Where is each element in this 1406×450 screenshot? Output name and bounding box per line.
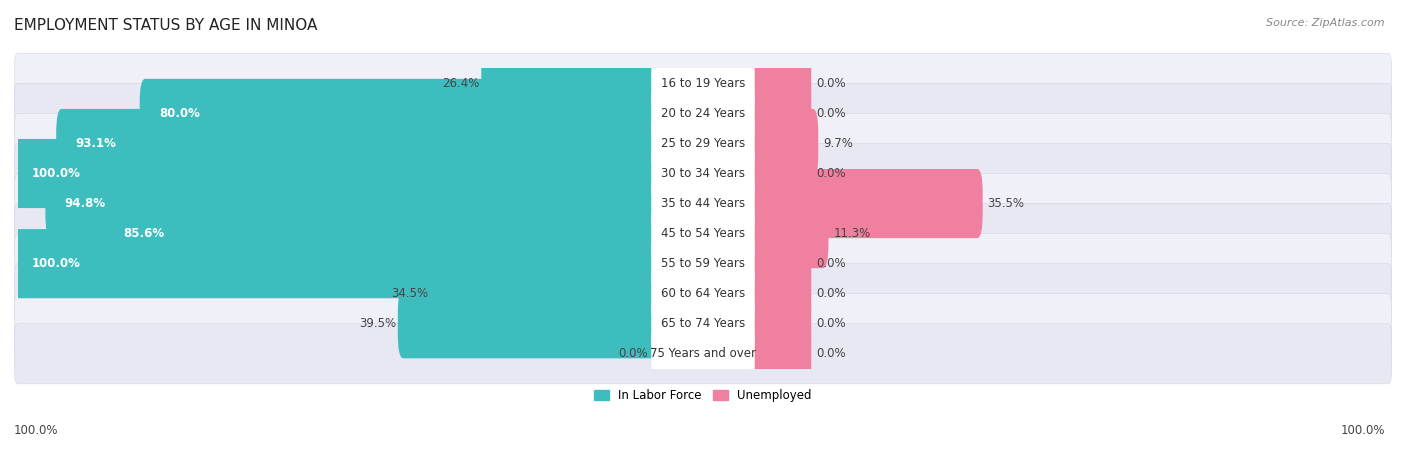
FancyBboxPatch shape <box>430 259 661 328</box>
Text: 55 to 59 Years: 55 to 59 Years <box>661 257 745 270</box>
Text: 0.0%: 0.0% <box>815 317 845 330</box>
FancyBboxPatch shape <box>745 169 983 238</box>
FancyBboxPatch shape <box>14 294 1392 354</box>
FancyBboxPatch shape <box>651 289 755 358</box>
Text: 30 to 34 Years: 30 to 34 Years <box>661 167 745 180</box>
FancyBboxPatch shape <box>651 139 755 208</box>
Text: 65 to 74 Years: 65 to 74 Years <box>661 317 745 330</box>
Text: 16 to 19 Years: 16 to 19 Years <box>661 77 745 90</box>
Text: 0.0%: 0.0% <box>815 257 845 270</box>
FancyBboxPatch shape <box>745 289 811 358</box>
FancyBboxPatch shape <box>745 199 828 268</box>
Text: 0.0%: 0.0% <box>815 77 845 90</box>
Text: 0.0%: 0.0% <box>815 287 845 300</box>
FancyBboxPatch shape <box>13 139 661 208</box>
Text: 0.0%: 0.0% <box>815 107 845 120</box>
Text: 75 Years and over: 75 Years and over <box>650 347 756 360</box>
Text: 20 to 24 Years: 20 to 24 Years <box>661 107 745 120</box>
FancyBboxPatch shape <box>14 324 1392 384</box>
Text: 100.0%: 100.0% <box>31 257 80 270</box>
FancyBboxPatch shape <box>651 79 755 148</box>
FancyBboxPatch shape <box>745 139 811 208</box>
FancyBboxPatch shape <box>14 83 1392 144</box>
FancyBboxPatch shape <box>651 169 755 238</box>
FancyBboxPatch shape <box>745 319 811 388</box>
Text: 0.0%: 0.0% <box>815 347 845 360</box>
Text: 60 to 64 Years: 60 to 64 Years <box>661 287 745 300</box>
Text: 0.0%: 0.0% <box>619 347 648 360</box>
Text: Source: ZipAtlas.com: Source: ZipAtlas.com <box>1267 18 1385 28</box>
Legend: In Labor Force, Unemployed: In Labor Force, Unemployed <box>595 389 811 402</box>
Text: 11.3%: 11.3% <box>834 227 870 240</box>
FancyBboxPatch shape <box>14 53 1392 113</box>
Text: 100.0%: 100.0% <box>1340 423 1385 436</box>
Text: 25 to 29 Years: 25 to 29 Years <box>661 137 745 150</box>
FancyBboxPatch shape <box>104 199 661 268</box>
FancyBboxPatch shape <box>56 109 661 178</box>
Text: 93.1%: 93.1% <box>76 137 117 150</box>
Text: 85.6%: 85.6% <box>124 227 165 240</box>
FancyBboxPatch shape <box>14 264 1392 324</box>
Text: 94.8%: 94.8% <box>65 197 105 210</box>
FancyBboxPatch shape <box>745 109 818 178</box>
Text: 0.0%: 0.0% <box>815 167 845 180</box>
FancyBboxPatch shape <box>651 229 755 298</box>
FancyBboxPatch shape <box>14 144 1392 203</box>
Text: 80.0%: 80.0% <box>159 107 200 120</box>
FancyBboxPatch shape <box>14 234 1392 294</box>
Text: 9.7%: 9.7% <box>823 137 853 150</box>
Text: 100.0%: 100.0% <box>31 167 80 180</box>
Text: EMPLOYMENT STATUS BY AGE IN MINOA: EMPLOYMENT STATUS BY AGE IN MINOA <box>14 18 318 33</box>
FancyBboxPatch shape <box>14 174 1392 234</box>
FancyBboxPatch shape <box>745 259 811 328</box>
FancyBboxPatch shape <box>745 79 811 148</box>
Text: 34.5%: 34.5% <box>391 287 429 300</box>
Text: 26.4%: 26.4% <box>443 77 479 90</box>
FancyBboxPatch shape <box>651 49 755 118</box>
Text: 45 to 54 Years: 45 to 54 Years <box>661 227 745 240</box>
Text: 35 to 44 Years: 35 to 44 Years <box>661 197 745 210</box>
FancyBboxPatch shape <box>651 319 755 388</box>
FancyBboxPatch shape <box>14 203 1392 264</box>
FancyBboxPatch shape <box>13 229 661 298</box>
FancyBboxPatch shape <box>398 289 661 358</box>
Text: 100.0%: 100.0% <box>14 423 59 436</box>
FancyBboxPatch shape <box>651 199 755 268</box>
FancyBboxPatch shape <box>651 259 755 328</box>
FancyBboxPatch shape <box>14 113 1392 174</box>
FancyBboxPatch shape <box>481 49 661 118</box>
Text: 35.5%: 35.5% <box>987 197 1025 210</box>
FancyBboxPatch shape <box>745 49 811 118</box>
FancyBboxPatch shape <box>651 109 755 178</box>
Text: 39.5%: 39.5% <box>360 317 396 330</box>
FancyBboxPatch shape <box>139 79 661 148</box>
FancyBboxPatch shape <box>45 169 661 238</box>
FancyBboxPatch shape <box>745 229 811 298</box>
